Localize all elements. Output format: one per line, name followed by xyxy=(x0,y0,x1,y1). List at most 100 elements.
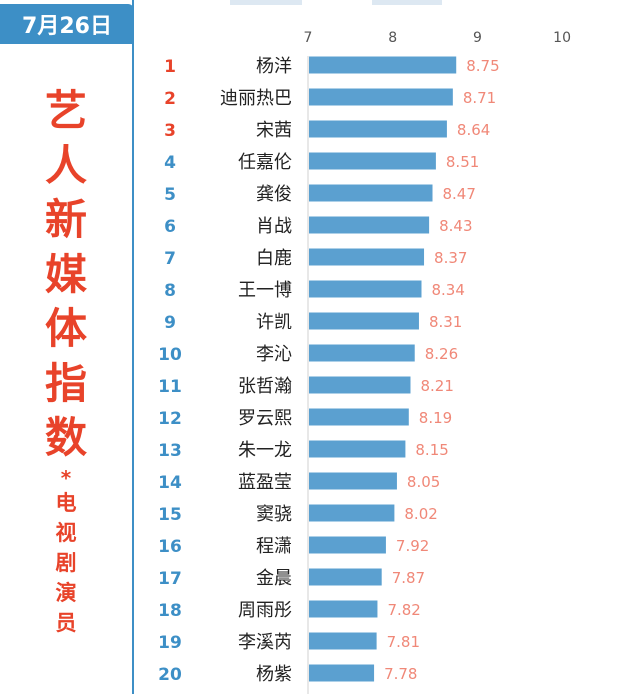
rank-number: 2 xyxy=(164,89,176,109)
category-label: 杨洋 xyxy=(256,56,292,77)
bar xyxy=(309,376,411,394)
bar xyxy=(309,120,447,138)
rank-number: 19 xyxy=(158,633,182,653)
bar xyxy=(309,216,430,234)
bar xyxy=(309,408,409,426)
subtitle-char: 员 xyxy=(55,610,77,635)
bar xyxy=(309,536,386,554)
value-label: 8.34 xyxy=(431,281,464,299)
rank-number: 3 xyxy=(164,121,176,141)
bar xyxy=(309,600,378,618)
subtitle-char: 剧 xyxy=(55,550,77,575)
top-decoration-segment xyxy=(230,0,302,5)
category-label: 杨紫 xyxy=(256,664,292,685)
bar xyxy=(309,184,433,202)
bar xyxy=(309,312,419,330)
category-label: 蓝盈莹 xyxy=(238,472,292,493)
value-label: 8.31 xyxy=(429,313,462,331)
rank-number: 17 xyxy=(158,569,182,589)
bar xyxy=(309,280,422,298)
value-label: 8.37 xyxy=(434,249,467,267)
rank-number: 10 xyxy=(158,345,182,365)
value-label: 8.21 xyxy=(420,377,453,395)
value-label: 8.05 xyxy=(407,473,440,491)
top-decoration xyxy=(134,0,632,10)
rank-number: 4 xyxy=(164,153,176,173)
rank-number: 6 xyxy=(164,217,176,237)
category-label: 许凯 xyxy=(256,312,292,333)
category-label: 李溪芮 xyxy=(238,632,292,653)
title-char: 体 xyxy=(44,304,87,353)
rank-number: 13 xyxy=(158,441,182,461)
category-label: 肖战 xyxy=(256,216,292,237)
title-char: 数 xyxy=(44,413,87,462)
value-label: 8.51 xyxy=(446,153,479,171)
value-label: 8.15 xyxy=(415,441,448,459)
separator-star: * xyxy=(60,465,72,490)
title-char: 艺 xyxy=(44,86,87,135)
x-tick-label: 10 xyxy=(553,30,571,46)
x-tick-label: 8 xyxy=(388,30,397,46)
category-label: 周雨彤 xyxy=(238,600,292,621)
value-label: 8.64 xyxy=(457,121,490,139)
category-label: 朱一龙 xyxy=(238,440,292,461)
rank-number: 18 xyxy=(158,601,182,621)
bar xyxy=(309,440,406,458)
category-label: 龚俊 xyxy=(256,184,292,205)
value-label: 8.71 xyxy=(463,89,496,107)
value-label: 8.02 xyxy=(404,505,437,523)
side-panel: 7月26日 艺 人 新 媒 体 指 数 * 电 视 剧 演 员 xyxy=(0,0,134,694)
category-label: 程潇 xyxy=(256,536,292,557)
category-label: 李沁 xyxy=(256,344,292,365)
value-label: 7.87 xyxy=(392,569,425,587)
bar xyxy=(309,56,457,74)
category-label: 宋茜 xyxy=(256,120,292,141)
value-label: 7.92 xyxy=(396,537,429,555)
value-label: 8.19 xyxy=(419,409,452,427)
value-label: 7.78 xyxy=(384,665,417,683)
category-label: 迪丽热巴 xyxy=(220,88,292,109)
rank-number: 1 xyxy=(164,57,176,77)
title-char: 新 xyxy=(44,195,87,244)
bar xyxy=(309,152,436,170)
bar xyxy=(309,504,395,522)
x-tick-label: 9 xyxy=(473,30,482,46)
category-label: 白鹿 xyxy=(256,248,292,269)
bar xyxy=(309,632,377,650)
bar xyxy=(309,472,397,490)
category-label: 王一博 xyxy=(238,280,292,301)
bar xyxy=(309,248,425,266)
bar xyxy=(309,568,382,586)
subtitle-char: 电 xyxy=(55,490,77,515)
value-label: 8.75 xyxy=(466,57,499,75)
title-column: 艺 人 新 媒 体 指 数 * 电 视 剧 演 员 xyxy=(0,84,132,638)
rank-number: 16 xyxy=(158,537,182,557)
rank-number: 8 xyxy=(164,281,176,301)
value-label: 8.43 xyxy=(439,217,472,235)
title-char: 指 xyxy=(44,358,87,408)
category-label: 窦骁 xyxy=(256,504,292,525)
subtitle-char: 视 xyxy=(55,520,77,545)
category-label: 罗云熙 xyxy=(238,408,292,429)
bar xyxy=(309,664,375,682)
bar xyxy=(309,88,453,106)
rank-number: 7 xyxy=(164,249,176,269)
value-label: 8.47 xyxy=(443,185,476,203)
rank-number: 5 xyxy=(164,185,176,205)
rank-number: 12 xyxy=(158,409,182,429)
category-label: 张哲瀚 xyxy=(238,376,292,397)
rank-number: 14 xyxy=(158,473,182,493)
value-label: 8.26 xyxy=(425,345,458,363)
rank-number: 15 xyxy=(158,505,182,525)
subtitle-char: 演 xyxy=(55,580,77,605)
category-label: 任嘉伦 xyxy=(238,152,292,173)
bar xyxy=(309,344,415,362)
value-label: 7.81 xyxy=(387,633,420,651)
rank-number: 11 xyxy=(158,377,182,397)
value-label: 7.82 xyxy=(387,601,420,619)
top-decoration-segment xyxy=(372,0,442,5)
title-char: 人 xyxy=(44,140,87,190)
rank-number: 20 xyxy=(158,665,182,685)
title-char: 媒 xyxy=(44,249,87,299)
